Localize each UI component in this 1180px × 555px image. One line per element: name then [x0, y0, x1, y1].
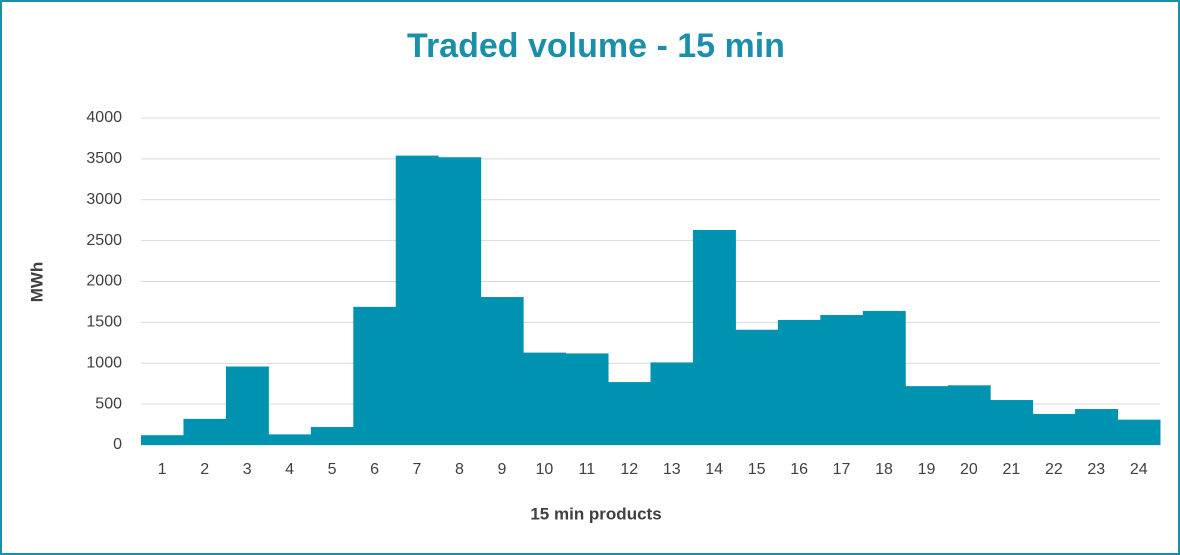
- y-tick-label: 1000: [86, 354, 122, 371]
- x-tick-label: 3: [243, 461, 252, 478]
- x-tick-label: 17: [833, 461, 851, 478]
- bar: [310, 427, 354, 445]
- bar: [438, 157, 482, 446]
- x-tick-label: 24: [1130, 461, 1148, 478]
- x-tick-label: 4: [285, 461, 294, 478]
- bar: [608, 382, 651, 445]
- bar: [650, 362, 694, 445]
- bar: [268, 434, 312, 445]
- bar: [862, 310, 906, 445]
- x-tick-label: 7: [413, 461, 422, 478]
- bar: [225, 366, 269, 445]
- y-tick-label: 2000: [86, 273, 122, 290]
- x-tick-label: 1: [158, 461, 167, 478]
- bar: [353, 306, 397, 445]
- y-tick-label: 500: [95, 395, 122, 412]
- bar: [990, 400, 1034, 445]
- bar: [395, 155, 439, 446]
- bar: [905, 386, 949, 445]
- x-tick-label: 23: [1087, 461, 1105, 478]
- x-tick-label: 11: [579, 461, 596, 478]
- y-axis-title: MWh: [27, 262, 46, 303]
- x-tick-label: 8: [455, 461, 464, 478]
- x-tick-label: 16: [790, 461, 808, 478]
- bar: [565, 353, 609, 445]
- x-tick-label: 9: [497, 461, 506, 478]
- bar: [1032, 413, 1076, 445]
- x-tick-label: 6: [370, 461, 379, 478]
- x-tick-label: 12: [620, 461, 638, 478]
- x-tick-label: 20: [960, 461, 978, 478]
- bar: [1117, 419, 1161, 445]
- x-tick-label: 14: [705, 461, 723, 478]
- y-tick-label: 4000: [86, 109, 122, 126]
- bar: [820, 315, 864, 445]
- bar: [947, 385, 991, 445]
- bar: [183, 418, 227, 445]
- x-tick-label: 19: [918, 461, 936, 478]
- y-tick-label: 3000: [86, 191, 122, 208]
- x-tick-label: 22: [1045, 461, 1063, 478]
- bar: [141, 435, 184, 445]
- bar: [523, 352, 567, 445]
- chart-title: Traded volume - 15 min: [407, 27, 785, 65]
- x-tick-label: 15: [748, 461, 766, 478]
- bar: [735, 329, 779, 445]
- x-tick-label: 2: [200, 461, 209, 478]
- x-axis-title: 15 min products: [530, 504, 661, 523]
- y-tick-label: 2500: [86, 232, 122, 249]
- x-tick-label: 5: [328, 461, 337, 478]
- x-tick-label: 13: [663, 461, 681, 478]
- x-tick-label: 21: [1002, 461, 1020, 478]
- y-tick-label: 3500: [86, 150, 122, 167]
- bar: [480, 297, 524, 445]
- y-tick-label: 1500: [86, 314, 122, 331]
- x-tick-label: 18: [875, 461, 893, 478]
- bar: [777, 319, 821, 445]
- bar: [1075, 409, 1119, 445]
- bar: [692, 229, 736, 445]
- x-tick-label: 10: [535, 461, 553, 478]
- y-tick-label: 0: [113, 436, 122, 453]
